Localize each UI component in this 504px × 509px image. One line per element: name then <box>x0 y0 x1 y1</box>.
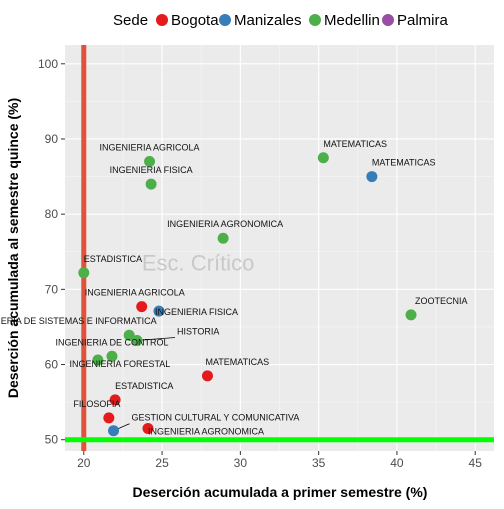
point-label: INGENIERIA AGRONOMICA <box>148 426 264 436</box>
label-connector <box>136 337 176 341</box>
data-point <box>78 267 90 279</box>
y-axis-label: Deserción acumulada al semestre quince (… <box>5 98 21 398</box>
x-tick-label: 20 <box>77 456 91 470</box>
x-axis-ticks: 20 25 30 35 40 45 <box>77 451 482 470</box>
point-label: ZOOTECNIA <box>415 296 468 306</box>
x-tick-label: 40 <box>390 456 404 470</box>
data-point <box>92 354 104 366</box>
point-label: ESTADISTICA <box>115 381 173 391</box>
data-point <box>201 370 213 382</box>
y-tick-label: 60 <box>45 358 59 372</box>
point-label: ESTADISTICA <box>84 254 142 264</box>
x-tick-label: 30 <box>234 456 248 470</box>
data-point <box>144 156 156 168</box>
legend-label-medellin: Medellin <box>324 12 380 29</box>
data-points <box>78 152 417 437</box>
data-point <box>153 305 165 317</box>
point-label: INGENIERIA AGRICOLA <box>85 288 185 298</box>
data-point <box>103 412 115 424</box>
legend-key-medellin <box>309 14 321 26</box>
y-tick-label: 70 <box>45 282 59 296</box>
point-label: HISTORIA <box>177 326 219 336</box>
point-label: FILOSOFIA <box>73 399 120 409</box>
data-point <box>145 178 157 190</box>
legend-label-palmira: Palmira <box>397 12 449 29</box>
legend-label-bogota: Bogota <box>171 12 219 29</box>
watermark: Esc. Crítico <box>142 251 254 276</box>
x-tick-label: 45 <box>469 456 483 470</box>
point-label: INGENIERIA FISICA <box>155 307 238 317</box>
y-tick-label: 50 <box>45 433 59 447</box>
point-label: GESTION CULTURAL Y COMUNICATIVA <box>132 413 300 423</box>
point-labels: INGENIERIA AGRICOLA INGENIERIA FISICA MATE… <box>0 139 468 437</box>
data-point <box>142 422 154 434</box>
point-label: MATEMATICAS <box>372 158 436 168</box>
point-label: MATEMATICAS <box>205 357 269 367</box>
data-point <box>123 329 135 341</box>
legend: Sede Bogota Manizales Medellin Palmira <box>113 12 449 29</box>
point-label: INGENIERIA AGRICOLA <box>100 143 200 153</box>
point-label: INGENIERIA DE SISTEMAS E INFORMATICA <box>0 316 157 326</box>
y-axis-ticks: 50 60 70 80 90 100 <box>38 57 65 447</box>
data-point <box>131 334 143 346</box>
point-label: INGENIERIA FORESTAL <box>69 359 170 369</box>
data-point <box>317 152 329 164</box>
data-point <box>405 309 417 321</box>
x-tick-label: 35 <box>312 456 326 470</box>
data-point <box>136 301 148 313</box>
x-axis-label: Deserción acumulada a primer semestre (%… <box>133 484 428 500</box>
data-point <box>217 232 229 244</box>
point-label: MATEMATICAS <box>323 139 387 149</box>
legend-key-bogota <box>156 14 168 26</box>
legend-key-manizales <box>219 14 231 26</box>
legend-label-manizales: Manizales <box>234 12 302 29</box>
point-label: INGENIERIA DE CONTROL <box>55 337 168 347</box>
data-point <box>109 394 121 406</box>
y-tick-label: 90 <box>45 132 59 146</box>
x-tick-label: 25 <box>155 456 169 470</box>
legend-key-palmira <box>382 14 394 26</box>
y-tick-label: 80 <box>45 207 59 221</box>
data-point <box>366 171 378 183</box>
point-label: INGENIERIA AGRONOMICA <box>167 219 283 229</box>
reference-lines <box>65 45 494 451</box>
legend-title: Sede <box>113 12 148 29</box>
y-tick-label: 100 <box>38 57 58 71</box>
data-point <box>108 425 120 437</box>
point-label: INGENIERIA FISICA <box>110 165 193 175</box>
data-point <box>106 350 118 362</box>
